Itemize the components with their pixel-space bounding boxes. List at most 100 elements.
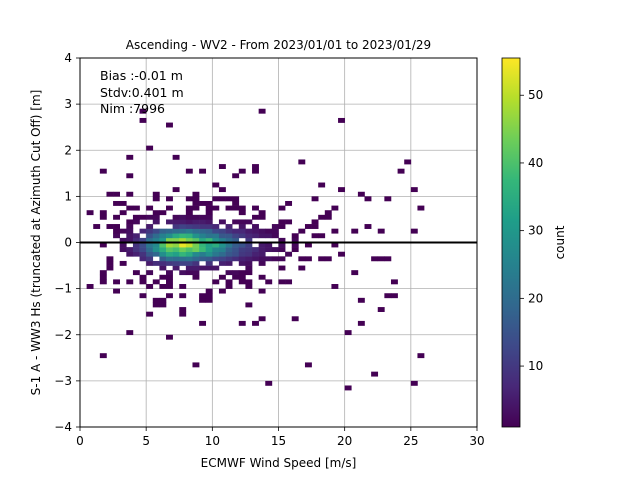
- density-cell: [218, 219, 226, 225]
- density-cell: [185, 219, 193, 225]
- density-cell: [199, 233, 207, 239]
- density-cell: [185, 224, 193, 229]
- y-axis-ticks: 4 3 2 1 0 −1 −2 −3 −4: [54, 51, 80, 434]
- density-cell: [311, 196, 319, 202]
- density-cell: [185, 256, 193, 262]
- density-cell: [205, 200, 213, 206]
- density-cell: [179, 293, 187, 299]
- y-tick-label: 4: [64, 51, 72, 65]
- density-cell: [271, 247, 279, 253]
- density-cell: [179, 311, 187, 317]
- density-cell: [278, 265, 286, 271]
- density-cell: [199, 320, 207, 326]
- density-cell: [199, 228, 207, 234]
- density-cell: [192, 265, 200, 271]
- y-tick-label: −2: [54, 328, 72, 342]
- density-cell: [258, 256, 266, 262]
- density-cell: [265, 279, 273, 285]
- density-cell: [232, 270, 240, 276]
- colorbar-tick-label: 30: [528, 224, 543, 238]
- density-cell: [225, 260, 233, 266]
- density-cell: [311, 224, 319, 229]
- density-cell: [291, 237, 299, 243]
- density-cell: [245, 233, 253, 239]
- density-cell: [205, 251, 213, 257]
- density-cell: [159, 251, 167, 257]
- density-cell: [205, 224, 213, 229]
- density-cell: [252, 164, 259, 169]
- density-cell: [252, 233, 259, 239]
- density-cell: [285, 200, 293, 206]
- density-cell: [146, 270, 154, 276]
- density-cell: [172, 233, 180, 239]
- density-cell: [179, 284, 187, 289]
- density-cell: [113, 233, 120, 239]
- density-cell: [126, 228, 134, 234]
- density-cell: [351, 228, 359, 234]
- density-cell: [245, 251, 253, 257]
- density-cell: [417, 353, 425, 359]
- density-cell: [278, 247, 286, 253]
- density-cell: [205, 237, 213, 243]
- density-cell: [113, 279, 120, 285]
- density-cell: [225, 279, 233, 285]
- density-cell: [159, 210, 167, 216]
- density-cell: [126, 219, 134, 225]
- density-cell: [192, 228, 200, 234]
- density-cell: [152, 196, 160, 202]
- density-cell: [139, 214, 147, 220]
- density-cell: [185, 270, 193, 276]
- density-cell: [119, 228, 127, 234]
- colorbar-ticks: 10 20 30 40 50: [520, 88, 543, 373]
- density-cell: [132, 247, 140, 253]
- y-tick-label: 3: [64, 97, 72, 111]
- density-cell: [324, 256, 332, 262]
- density-cell: [351, 270, 359, 276]
- density-cell: [331, 228, 339, 234]
- density-cell: [271, 224, 279, 229]
- chart-title: Ascending - WV2 - From 2023/01/01 to 202…: [126, 38, 431, 52]
- density-cell: [324, 214, 332, 220]
- density-cell: [258, 233, 266, 239]
- density-cell: [285, 279, 293, 285]
- density-cell: [152, 214, 160, 220]
- density-cell: [218, 228, 226, 234]
- y-tick-label: 1: [64, 189, 72, 203]
- density-cell: [331, 205, 339, 211]
- density-cell: [344, 385, 352, 391]
- density-cell: [93, 224, 101, 229]
- density-cell: [192, 214, 200, 220]
- density-cell: [152, 247, 160, 253]
- density-cell: [106, 224, 114, 229]
- density-cell: [185, 214, 193, 220]
- density-cell: [179, 256, 187, 262]
- density-cell: [179, 247, 187, 253]
- density-cell: [126, 237, 134, 243]
- density-cell: [318, 256, 326, 262]
- density-cell: [278, 256, 286, 262]
- density-cell: [159, 284, 167, 289]
- density-cell: [166, 284, 173, 289]
- density-cell: [199, 219, 207, 225]
- density-cell: [245, 256, 253, 262]
- density-cell: [304, 362, 312, 368]
- density-cell: [139, 237, 147, 243]
- density-cell: [278, 224, 286, 229]
- density-cell: [119, 237, 127, 243]
- density-cell: [119, 242, 127, 248]
- density-cell: [126, 154, 134, 160]
- density-cell: [146, 237, 154, 243]
- density-cell: [166, 260, 173, 266]
- density-cell: [192, 233, 200, 239]
- density-cell: [205, 233, 213, 239]
- density-cell: [232, 251, 240, 257]
- stdv-annotation: Stdv:0.401 m: [100, 85, 184, 100]
- density-cell: [384, 256, 392, 262]
- stats-annotations: Bias :-0.01 m Stdv:0.401 m Nim :7996: [100, 68, 184, 116]
- density-cell: [252, 247, 259, 253]
- density-cell: [192, 362, 200, 368]
- density-cell: [238, 320, 246, 326]
- density-cell: [152, 233, 160, 239]
- density-cell: [271, 233, 279, 239]
- density-cell: [159, 260, 167, 266]
